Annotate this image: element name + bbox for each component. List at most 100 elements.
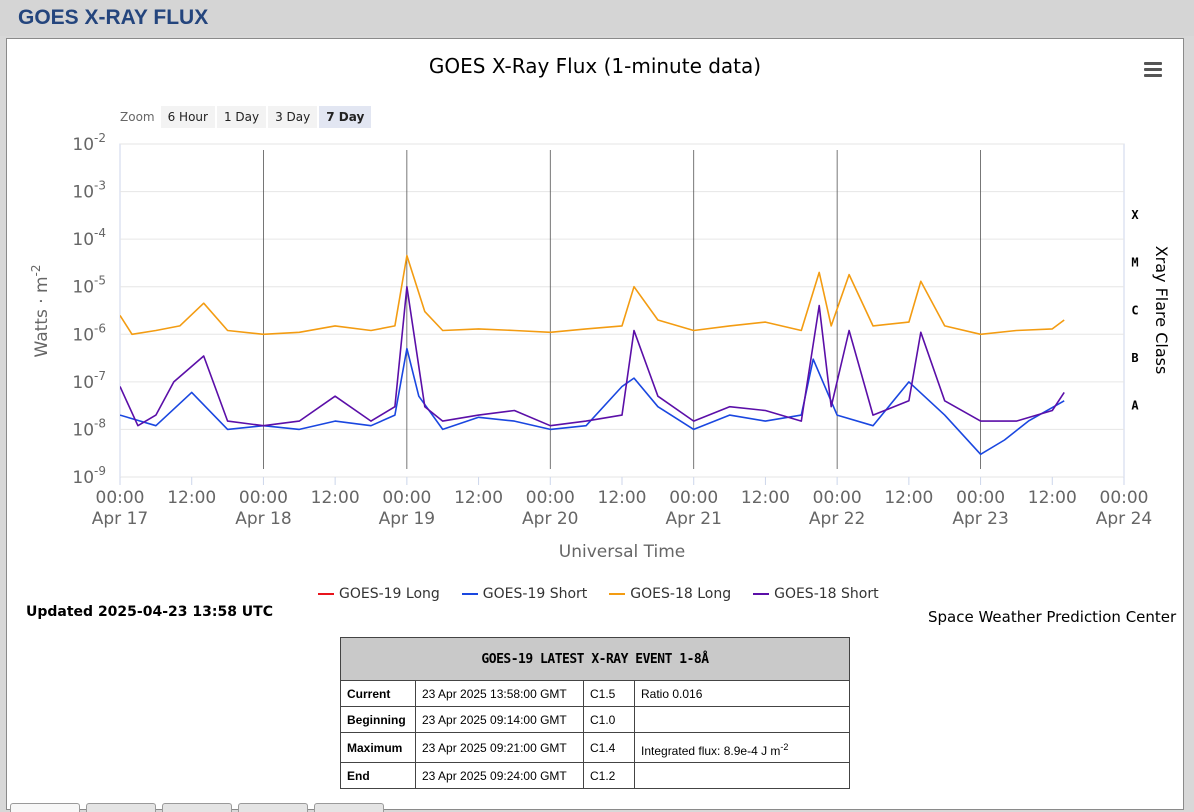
zoom-6-hour-button[interactable]: 6 Hour [160, 106, 215, 128]
row-class: C1.4 [583, 732, 635, 763]
bottom-tab[interactable] [238, 803, 308, 812]
legend-item-goes19-long[interactable]: GOES-19 Long [318, 586, 440, 602]
legend: GOES-19 Long GOES-19 Short GOES-18 Long … [318, 586, 901, 602]
zoom-1-day-button[interactable]: 1 Day [216, 106, 267, 128]
x-tick-label: 00:00 [813, 488, 862, 508]
x-tick-date-label: Apr 19 [379, 509, 435, 529]
x-tick-date-label: Apr 20 [522, 509, 578, 529]
row-extra [634, 706, 850, 733]
x-tick-label: 00:00 [526, 488, 575, 508]
hamburger-menu-icon[interactable] [1144, 62, 1162, 78]
x-axis-title: Universal Time [559, 542, 685, 562]
chart-title: GOES X-Ray Flux (1-minute data) [428, 54, 762, 78]
x-tick-date-label: Apr 21 [665, 509, 721, 529]
updated-timestamp: Updated 2025-04-23 13:58 UTC [26, 604, 273, 620]
event-table-title: GOES-19 LATEST X-RAY EVENT 1-8Å [340, 637, 850, 681]
x-tick-label: 00:00 [956, 488, 1005, 508]
row-class: C1.5 [583, 680, 635, 707]
series-goes18-short-line [120, 285, 1065, 427]
legend-swatch-goes18-long [609, 593, 626, 595]
bottom-tab[interactable] [86, 803, 156, 812]
row-label: End [340, 762, 416, 789]
x-tick-label: 12:00 [167, 488, 216, 508]
flare-class-label: X [1131, 208, 1139, 222]
y-tick-label: 10-6 [72, 321, 106, 345]
series-goes18-long-line [120, 254, 1065, 336]
table-row: Current 23 Apr 2025 13:58:00 GMT C1.5 Ra… [340, 680, 850, 707]
y2-axis-title: Xray Flare Class [1152, 246, 1171, 375]
y-tick-label: 10-4 [72, 226, 106, 250]
flare-class-label: A [1131, 398, 1139, 412]
series-goes19-short-line [120, 347, 1065, 456]
y-tick-label: 10-2 [72, 131, 106, 155]
row-time: 23 Apr 2025 13:58:00 GMT [415, 680, 584, 707]
row-label: Maximum [340, 732, 416, 763]
row-extra-sup: -2 [780, 741, 789, 752]
y-tick-label: 10-7 [72, 369, 106, 393]
flare-class-label: B [1131, 351, 1138, 365]
table-row: Maximum 23 Apr 2025 09:21:00 GMT C1.4 In… [340, 732, 850, 763]
x-tick-date-label: Apr 18 [235, 509, 291, 529]
x-tick-date-label: Apr 23 [952, 509, 1008, 529]
row-extra [634, 762, 850, 789]
x-tick-label: 00:00 [1100, 488, 1149, 508]
x-tick-label: 00:00 [239, 488, 288, 508]
row-label: Current [340, 680, 416, 707]
row-class: C1.2 [583, 762, 635, 789]
row-extra-text: Ratio 0.016 [641, 686, 703, 701]
plot-area [119, 143, 1125, 478]
x-tick-label: 12:00 [741, 488, 790, 508]
legend-swatch-goes18-short [753, 593, 770, 595]
x-tick-date-label: Apr 22 [809, 509, 865, 529]
legend-label: GOES-18 Short [774, 586, 879, 602]
flare-class-label: M [1131, 256, 1138, 270]
zoom-label: Zoom [120, 110, 155, 124]
bottom-tabs [10, 803, 390, 812]
y-tick-label: 10-3 [72, 179, 106, 203]
legend-item-goes18-short[interactable]: GOES-18 Short [753, 586, 879, 602]
row-class: C1.0 [583, 706, 635, 733]
row-time: 23 Apr 2025 09:14:00 GMT [415, 706, 584, 733]
x-tick-label: 12:00 [598, 488, 647, 508]
page-title: GOES X-RAY FLUX [18, 6, 209, 29]
x-tick-label: 12:00 [311, 488, 360, 508]
event-table: GOES-19 LATEST X-RAY EVENT 1-8Å Current … [340, 637, 850, 789]
zoom-7-day-button[interactable]: 7 Day [319, 106, 372, 128]
legend-swatch-goes19-short [461, 593, 478, 595]
zoom-controls: Zoom 6 Hour 1 Day 3 Day 7 Day [120, 105, 373, 129]
row-extra: Ratio 0.016 [634, 680, 850, 707]
legend-item-goes18-long[interactable]: GOES-18 Long [609, 586, 731, 602]
zoom-3-day-button[interactable]: 3 Day [268, 106, 318, 128]
credit-text: Space Weather Prediction Center [928, 608, 1177, 626]
x-tick-label: 12:00 [1028, 488, 1077, 508]
row-label: Beginning [340, 706, 416, 733]
x-tick-date-label: Apr 17 [92, 509, 148, 529]
x-tick-label: 00:00 [382, 488, 431, 508]
x-tick-date-label: Apr 24 [1096, 509, 1152, 529]
y-tick-label: 10-8 [72, 416, 106, 440]
y-tick-label: 10-9 [72, 464, 106, 488]
row-time: 23 Apr 2025 09:24:00 GMT [415, 762, 584, 789]
bottom-tab[interactable] [314, 803, 384, 812]
flare-class-label: C [1131, 303, 1138, 317]
y-axis-title: Watts · m-2 [29, 264, 52, 357]
row-time: 23 Apr 2025 09:21:00 GMT [415, 732, 584, 763]
legend-label: GOES-19 Long [339, 586, 440, 602]
x-tick-label: 00:00 [669, 488, 718, 508]
x-tick-label: 12:00 [884, 488, 933, 508]
y-tick-label: 10-5 [72, 274, 106, 298]
x-tick-label: 12:00 [454, 488, 503, 508]
legend-label: GOES-18 Long [630, 586, 732, 602]
row-extra-text: Integrated flux: 8.9e-4 J m [641, 743, 781, 758]
legend-swatch-goes19-long [318, 593, 334, 595]
table-row: End 23 Apr 2025 09:24:00 GMT C1.2 [340, 762, 850, 789]
legend-item-goes19-short[interactable]: GOES-19 Short [461, 586, 588, 602]
xray-flux-plot: 10-210-310-410-510-610-710-810-900:00Apr… [29, 131, 1171, 562]
row-extra: Integrated flux: 8.9e-4 J m-2 [634, 732, 850, 763]
bottom-tab[interactable] [162, 803, 232, 812]
x-tick-label: 00:00 [96, 488, 145, 508]
table-row: Beginning 23 Apr 2025 09:14:00 GMT C1.0 [340, 706, 850, 733]
legend-label: GOES-19 Short [482, 586, 588, 602]
title-bar: GOES X-RAY FLUX [0, 0, 1194, 36]
bottom-tab[interactable] [10, 803, 80, 812]
